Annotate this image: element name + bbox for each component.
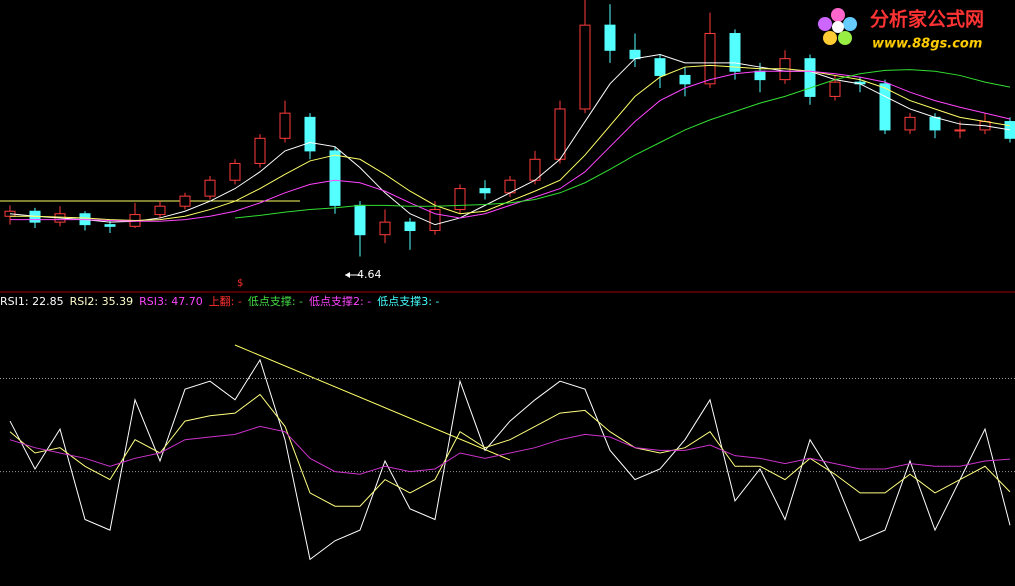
candle-body: [429, 209, 441, 232]
candle-body: [604, 24, 616, 51]
candle-body: [454, 188, 466, 211]
candle-body: [104, 224, 116, 227]
candle-body: [804, 58, 816, 97]
candle-body: [904, 116, 916, 131]
candle-body: [729, 33, 741, 72]
legend-entry: 低点支撑: -: [248, 294, 303, 308]
indicator-labels: RSI1: 22.85 RSI2: 35.39 RSI3: 47.70 上翻: - 低点…: [0, 294, 439, 308]
candle-body: [279, 112, 291, 139]
candle-body: [679, 74, 691, 85]
legend-entry: 低点支撑3: -: [377, 294, 439, 308]
series-line: [9, 358, 1011, 561]
legend-entry: RSI2: 35.39: [70, 295, 134, 308]
candle-body: [379, 221, 391, 236]
candle-body: [654, 58, 666, 76]
watermark-title: 分析家公式网: [870, 8, 984, 31]
candle-body: [204, 179, 216, 197]
candle-body: [229, 162, 241, 181]
candle-body: [329, 150, 341, 206]
legend-entry: RSI1: 22.85: [0, 295, 64, 308]
candle-body: [704, 33, 716, 85]
candle-body: [554, 108, 566, 160]
candle-body: [354, 204, 366, 236]
legend-entry: 上翻: -: [209, 294, 242, 308]
candle-body: [929, 116, 941, 131]
legend-entry: 低点支撑2: -: [309, 294, 371, 308]
legend-entry: RSI3: 47.70: [139, 295, 203, 308]
annotation-arrowhead: [345, 272, 350, 278]
series-line: [234, 69, 1011, 219]
candle-body: [754, 70, 766, 81]
candle-body: [579, 24, 591, 110]
candle-body: [404, 221, 416, 232]
candle-body: [479, 188, 491, 194]
candle-body: [954, 129, 966, 132]
candle-body: [629, 49, 641, 60]
series-line: [10, 64, 1011, 221]
candle-body: [179, 195, 191, 207]
low-annotation: 4.64: [357, 268, 382, 281]
candle-body: [829, 81, 841, 97]
trend-line: [234, 344, 511, 461]
watermark-url: www.88gs.com: [872, 37, 982, 52]
candle-body: [304, 116, 316, 152]
series-line: [10, 70, 1011, 222]
logo: [818, 8, 857, 45]
candle-body: [254, 137, 266, 164]
series-line: [9, 393, 1011, 507]
candle-body: [154, 205, 166, 216]
signal-marker: $: [237, 278, 243, 289]
candle-body: [879, 83, 891, 131]
series-line: [9, 53, 1011, 226]
indicator-legend: RSI1: 22.85 RSI2: 35.39 RSI3: 47.70 上翻: - 低点…: [0, 294, 439, 308]
series-line: [9, 425, 1011, 475]
